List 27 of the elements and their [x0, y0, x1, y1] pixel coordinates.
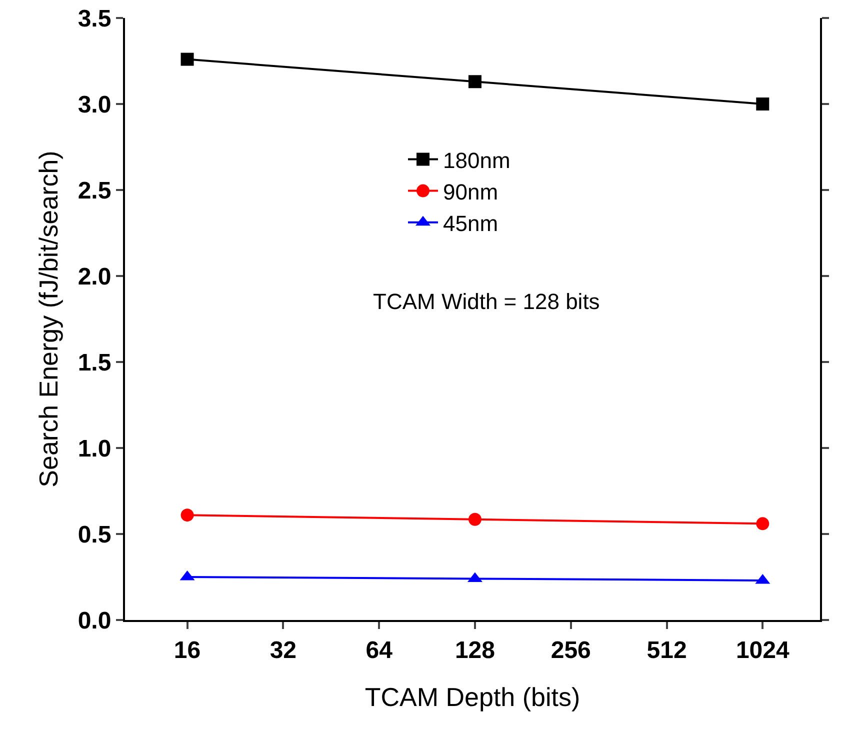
legend-label: 90nm	[443, 179, 498, 204]
point	[468, 75, 482, 88]
y-axis-title: Search Energy (fJ/bit/search)	[34, 150, 64, 488]
y-tick-label: 3.5	[78, 5, 112, 32]
annotation: TCAM Width = 128 bits	[373, 289, 600, 314]
y-tick-label: 1.0	[78, 435, 112, 462]
x-tick-label: 512	[646, 636, 687, 664]
legend-label: 45nm	[443, 210, 498, 236]
y-tick-label: 1.5	[78, 349, 112, 376]
y-tick-label: 3.0	[78, 91, 112, 118]
x-tick-label: 1024	[736, 636, 790, 664]
x-tick-label: 64	[366, 636, 394, 664]
y-tick-label: 2.0	[78, 263, 112, 290]
x-axis-title: TCAM Depth (bits)	[364, 682, 580, 712]
x-tick-label: 32	[270, 636, 297, 664]
x-tick-label: 16	[174, 636, 201, 664]
y-tick-label: 0.5	[78, 521, 112, 548]
y-tick-label: 0.0	[78, 607, 112, 634]
point	[180, 52, 194, 66]
y-tick-label: 2.5	[78, 177, 112, 204]
x-tick-label: 128	[454, 636, 495, 664]
point	[756, 517, 770, 530]
point	[756, 98, 770, 110]
point	[180, 508, 194, 522]
point	[468, 512, 482, 526]
legend-label: 180nm	[443, 148, 510, 173]
x-tick-label: 256	[550, 636, 591, 664]
